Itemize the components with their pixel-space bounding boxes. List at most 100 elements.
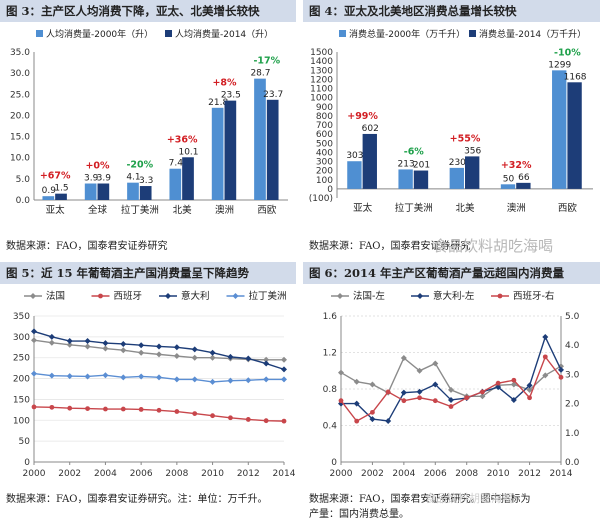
x-tick-label: 2008 [165,469,188,479]
data-point [416,367,423,374]
data-label: 10.1 [178,147,198,157]
y-tick-label: (100) [309,194,333,204]
data-point [353,378,360,385]
x-tick-label: 2012 [237,469,260,479]
data-label: 7.4 [169,159,184,169]
data-point [30,293,36,299]
chart-per-capita-consumption: 0.0 5.0 10.0 15.0 20.0 25.0 30.0 35.0 人均消费量-2000… [10,28,288,216]
bar [84,183,97,200]
data-point [191,354,198,361]
y-tick-label: 1300 [310,66,333,76]
y-tick-label: 100 [13,416,30,426]
data-point [263,356,270,363]
change-annotation: +99% [347,111,378,122]
data-point [191,376,198,383]
change-annotation: +0% [85,161,110,172]
change-annotation: +8% [212,78,237,89]
bar [516,182,531,189]
data-point [191,346,198,353]
data-label: 23.7 [263,90,283,100]
data-point [156,407,162,413]
legend-label: 西班牙-右 [513,290,554,302]
watermark-text: 食品饮料胡吃海喝 [433,237,554,255]
x-tick-label: 2014 [273,469,296,479]
y2-tick-label: 3.0 [565,370,580,380]
data-point [173,353,180,360]
legend-label: 法国-左 [353,290,385,302]
data-point [67,405,73,411]
data-point [120,347,127,354]
data-point [337,293,343,299]
y-tick-label: 50 [19,437,31,447]
source-note: 数据来源：FAO，国泰君安证券研究 [6,241,168,252]
legend-swatch [339,30,346,37]
data-point [84,373,91,380]
data-point [479,393,486,400]
change-annotation: -20% [126,160,153,171]
data-point [432,398,438,404]
data-label: 28.7 [250,69,270,79]
bar [567,82,582,189]
data-point [156,351,162,358]
y-tick-label: 200 [316,167,333,177]
data-point [464,395,470,401]
chart-total-consumption: (100)01002003004005006007008009001000110… [309,28,593,214]
y-tick-label: 700 [316,121,333,131]
y2-tick-label: 5.0 [565,312,580,322]
bar [211,107,224,200]
legend-label: 意大利 [181,290,210,302]
x-tick-label: 2008 [455,469,478,479]
source-note: 数据来源：FAO，国泰君安证券研究 [309,241,471,252]
legend-label: 意大利-左 [433,290,475,302]
x-tick-label: 拉丁美洲 [395,202,433,214]
x-tick-label: 北美 [173,204,193,216]
data-point [173,376,180,383]
data-point [448,404,454,409]
data-label: 201 [413,161,430,171]
data-point [448,386,454,393]
data-point [245,377,252,384]
y-tick-label: 5.0 [16,175,31,185]
watermark-text: 食品饮料胡吃海喝 [425,492,513,505]
data-point [370,409,375,415]
data-label: 602 [362,124,379,134]
data-label: 4.1 [126,173,140,183]
x-tick-label: 2006 [424,469,447,479]
bar [413,170,429,189]
data-point [209,354,216,361]
y-tick-label: 250 [13,354,30,364]
data-point [192,411,198,417]
y-tick-label: 200 [13,375,30,385]
data-point [558,366,564,373]
panel-fig3: 图 3：主产区人均消费下降，亚太、北美增长较快 0.0 5.0 10.0 15.0 20… [0,0,296,258]
panel-title: 图 3：主产区人均消费下降，亚太、北美增长较快 [0,0,296,22]
data-point [542,354,548,360]
data-point [432,360,439,367]
data-label: 1299 [548,60,571,70]
data-point [263,418,269,424]
data-point [85,406,90,412]
data-point [48,372,55,379]
data-point [281,356,287,363]
y-tick-label: 1100 [310,85,333,95]
legend-swatch [36,30,43,37]
bar [362,133,377,189]
y-tick-label: 0.0 [16,196,31,206]
data-point [209,378,216,385]
y-tick-label: 15.0 [10,133,30,143]
y-tick-label: 500 [316,139,333,149]
data-point [369,381,376,388]
data-point [510,396,517,403]
x-tick-label: 西欧 [558,202,578,214]
data-label: 23.5 [221,91,241,101]
bar [127,182,139,200]
panel-fig5: 图 5：近 15 年葡萄酒主产国消费量呈下降趋势 0 50 100 150 200 250… [0,262,296,523]
data-label: 21.8 [208,98,228,108]
data-point [400,389,407,396]
y2-tick-label: 0.0 [565,458,580,468]
data-point [48,333,55,340]
x-tick-label: 2002 [58,469,81,479]
change-annotation: +67% [40,171,71,182]
change-annotation: -6% [404,146,425,157]
legend-label: 消费总量-2000年（万千升） [349,28,465,40]
